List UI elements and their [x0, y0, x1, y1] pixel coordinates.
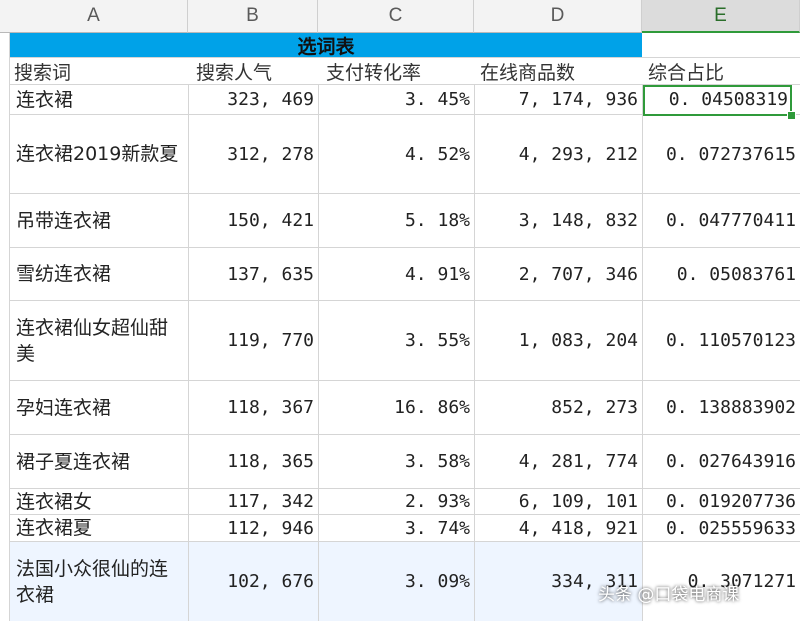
cell-products[interactable]: 1, 083, 204	[518, 330, 638, 351]
cell-popularity[interactable]: 112, 946	[227, 517, 314, 539]
cell-ratio[interactable]: 0. 047770411	[665, 210, 796, 231]
cell-keyword[interactable]: 吊带连衣裙	[16, 209, 112, 232]
cell-ratio[interactable]: 0. 025559633	[665, 517, 796, 539]
sheet-title: 选词表	[10, 33, 642, 58]
cell-products[interactable]: 852, 273	[551, 397, 638, 418]
cell-keyword[interactable]: 孕妇连衣裙	[16, 396, 112, 419]
column-header-a[interactable]: A	[0, 0, 188, 33]
cell-conversion[interactable]: 2. 93%	[404, 491, 470, 512]
cell-popularity[interactable]: 118, 365	[227, 451, 314, 472]
cell-ratio[interactable]: 0. 04508319	[668, 89, 788, 110]
cell-popularity[interactable]: 137, 635	[227, 263, 314, 285]
cell-conversion[interactable]: 3. 58%	[404, 451, 470, 472]
cell-ratio[interactable]: 0. 3071271	[687, 571, 796, 592]
cell-conversion[interactable]: 3. 74%	[404, 517, 470, 539]
cell-keyword[interactable]: 雪纺连衣裙	[16, 263, 112, 285]
header-ratio[interactable]: 综合占比	[648, 61, 725, 84]
cell-ratio[interactable]: 0. 019207736	[665, 491, 796, 512]
fill-handle[interactable]	[787, 111, 796, 120]
cell-conversion[interactable]: 3. 09%	[404, 571, 470, 592]
cell-keyword[interactable]: 连衣裙仙女超仙甜美	[16, 316, 169, 365]
cell-keyword[interactable]: 连衣裙2019新款夏	[16, 143, 179, 165]
column-header-e[interactable]: E	[642, 0, 800, 33]
cell-ratio[interactable]: 0. 138883902	[665, 397, 796, 418]
cell-conversion[interactable]: 5. 18%	[404, 210, 470, 231]
cell-products[interactable]: 4, 281, 774	[518, 451, 638, 472]
header-conversion[interactable]: 支付转化率	[326, 61, 422, 84]
cell-popularity[interactable]: 150, 421	[227, 210, 314, 231]
cell-products[interactable]: 4, 418, 921	[518, 517, 638, 539]
column-header-b[interactable]: B	[188, 0, 318, 33]
last-row-highlight	[10, 541, 642, 621]
header-popularity[interactable]: 搜索人气	[196, 61, 273, 84]
cell-conversion[interactable]: 3. 55%	[404, 330, 470, 351]
cell-keyword[interactable]: 连衣裙夏	[16, 517, 93, 539]
cell-keyword[interactable]: 法国小众很仙的连衣裙	[16, 557, 169, 606]
row-header-strip	[0, 33, 10, 621]
cell-conversion[interactable]: 4. 91%	[404, 263, 470, 285]
active-cell-selection	[643, 85, 792, 116]
column-header-c[interactable]: C	[318, 0, 474, 33]
cell-conversion[interactable]: 3. 45%	[404, 89, 470, 110]
cell-popularity[interactable]: 323, 469	[227, 89, 314, 110]
watermark: 头条 @口袋电商课	[598, 585, 740, 605]
cell-products[interactable]: 2, 707, 346	[518, 263, 638, 285]
cell-products[interactable]: 7, 174, 936	[518, 89, 638, 110]
column-header-d[interactable]: D	[474, 0, 642, 33]
cell-ratio[interactable]: 0. 05083761	[676, 263, 796, 285]
cell-keyword[interactable]: 连衣裙女	[16, 490, 93, 513]
cell-products[interactable]: 334, 311	[551, 571, 638, 592]
cell-conversion[interactable]: 4. 52%	[404, 143, 470, 165]
header-keyword[interactable]: 搜索词	[14, 61, 72, 84]
cell-keyword[interactable]: 连衣裙	[16, 88, 74, 111]
cell-products[interactable]: 6, 109, 101	[518, 491, 638, 512]
cell-ratio[interactable]: 0. 110570123	[665, 330, 796, 351]
cell-popularity[interactable]: 119, 770	[227, 330, 314, 351]
cell-products[interactable]: 3, 148, 832	[518, 210, 638, 231]
cell-products[interactable]: 4, 293, 212	[518, 143, 638, 165]
cell-keyword[interactable]: 裙子夏连衣裙	[16, 450, 131, 473]
header-products[interactable]: 在线商品数	[480, 61, 576, 84]
cell-popularity[interactable]: 312, 278	[227, 143, 314, 165]
cell-popularity[interactable]: 118, 367	[227, 397, 314, 418]
cell-ratio[interactable]: 0. 027643916	[665, 451, 796, 472]
cell-popularity[interactable]: 117, 342	[227, 491, 314, 512]
cell-popularity[interactable]: 102, 676	[227, 571, 314, 592]
cell-ratio[interactable]: 0. 072737615	[665, 143, 796, 165]
cell-conversion[interactable]: 16. 86%	[394, 397, 470, 418]
